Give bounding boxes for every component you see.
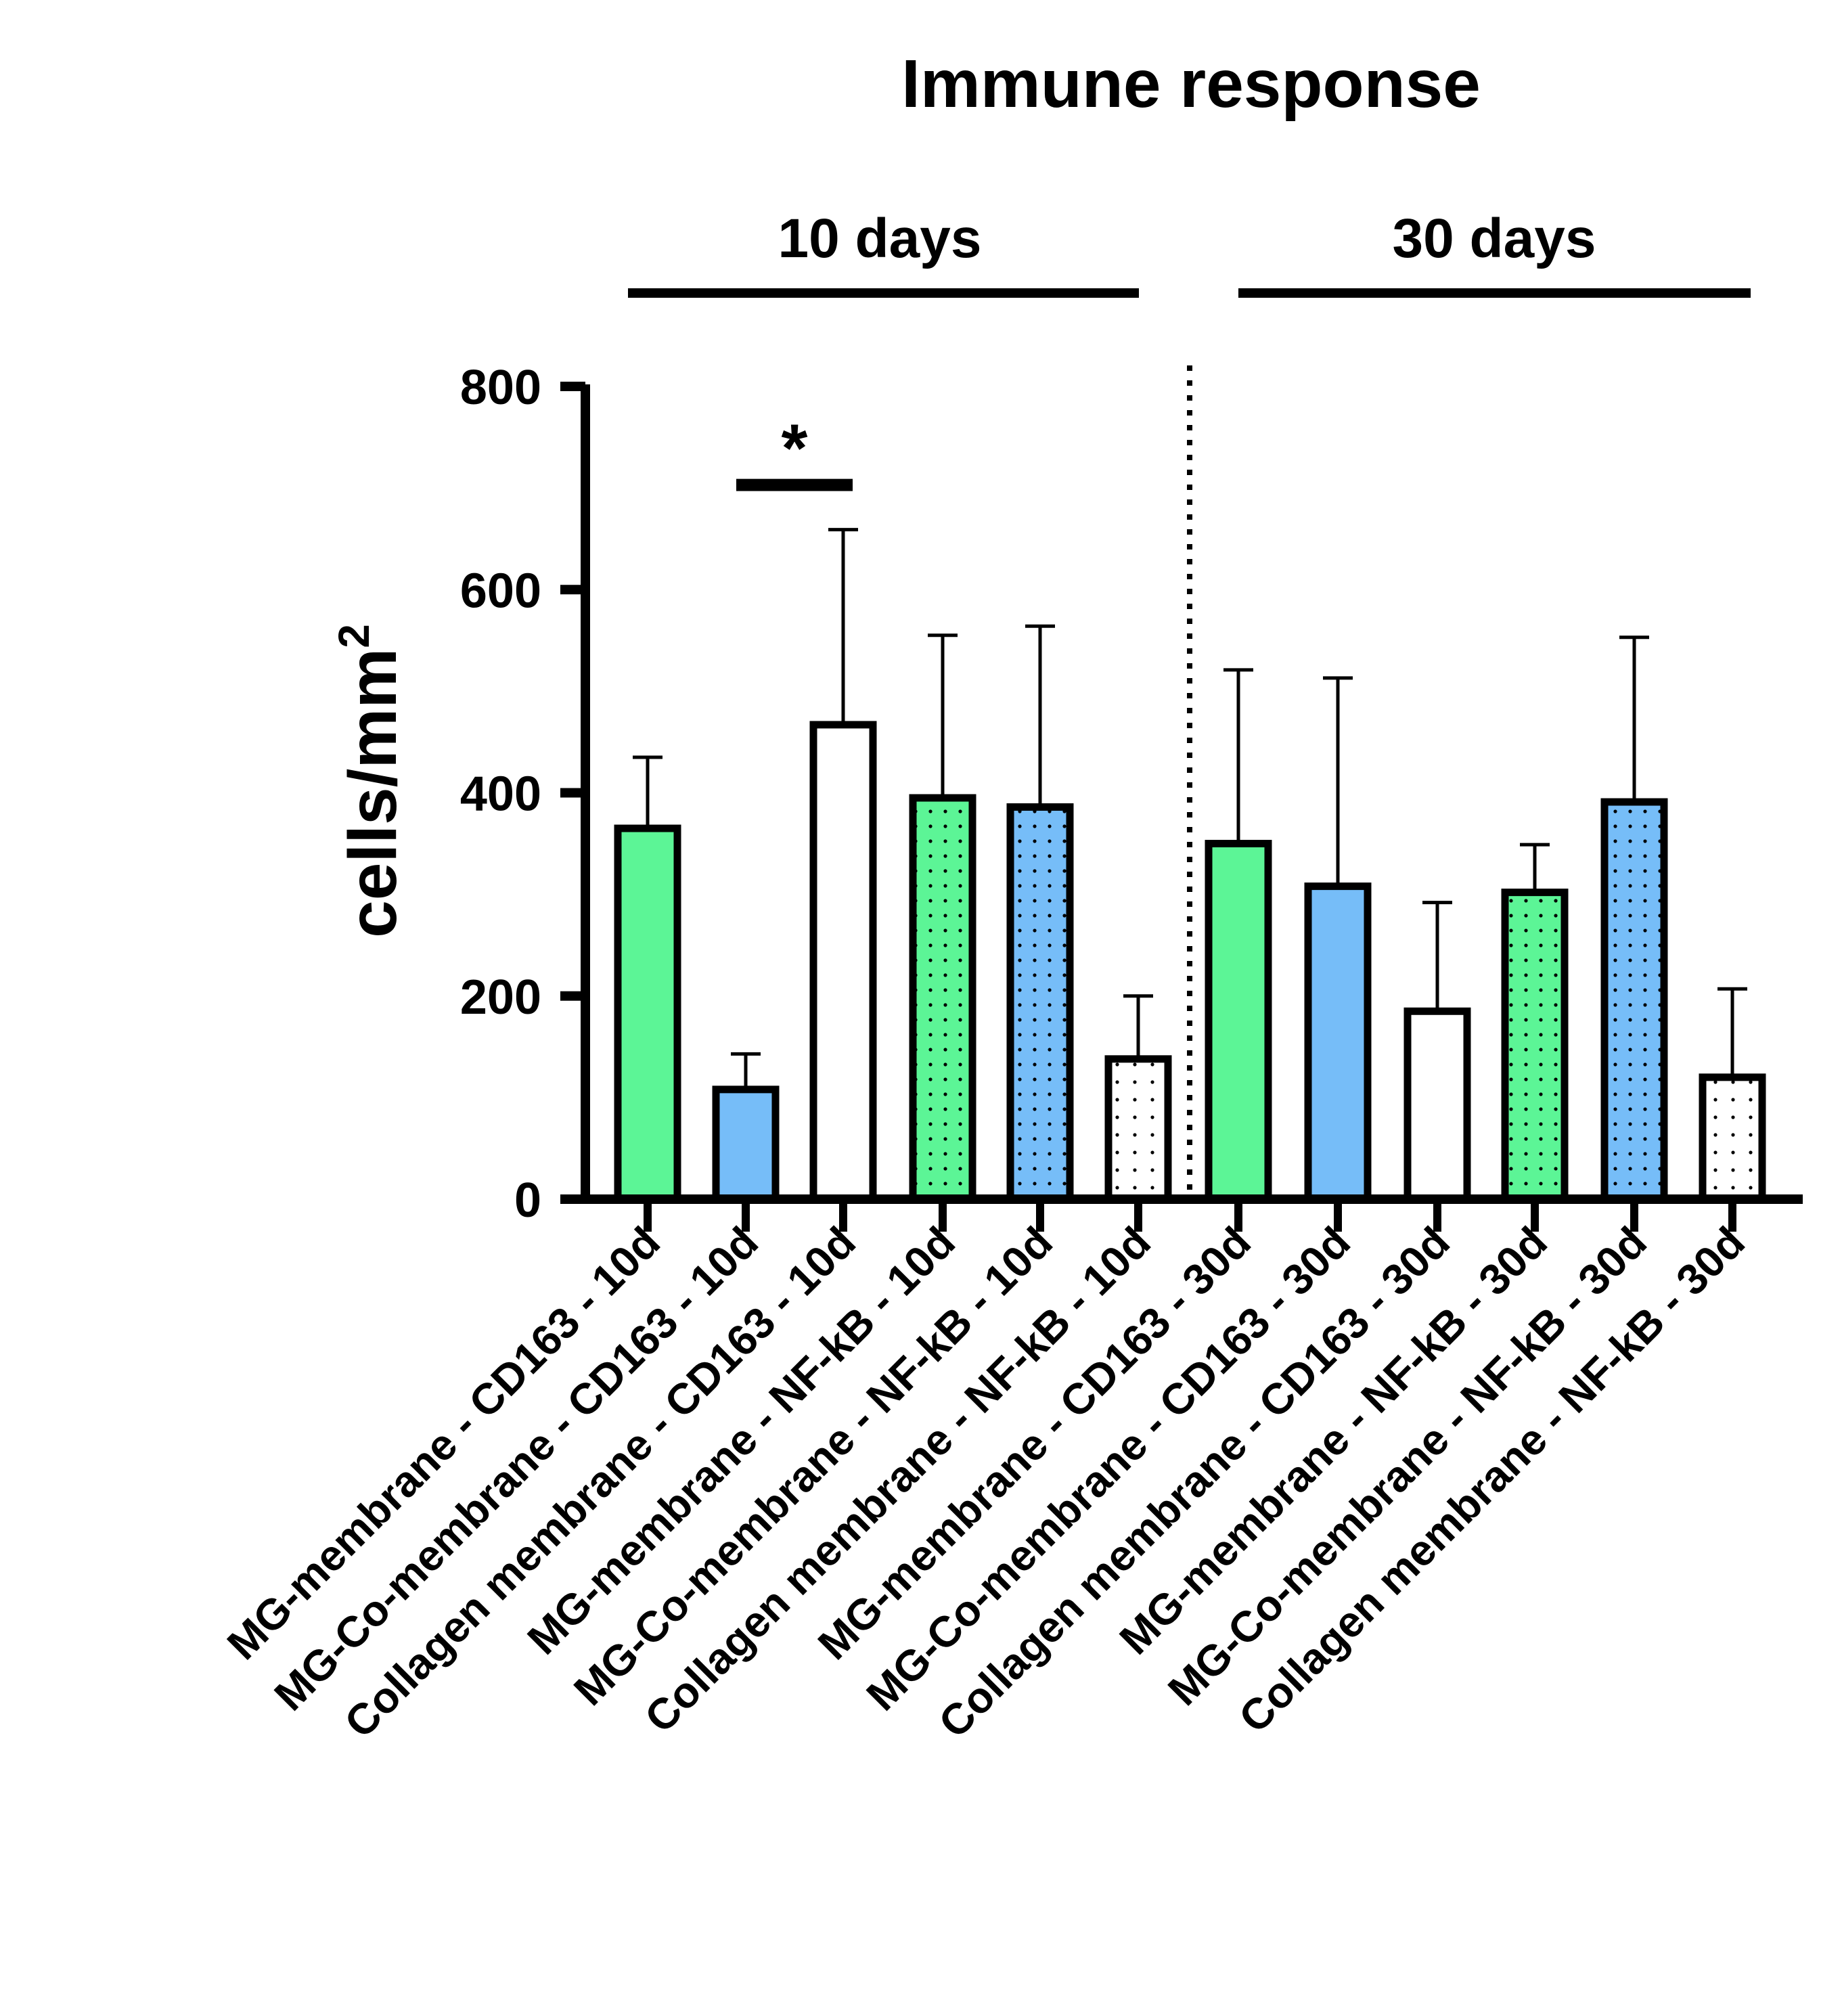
y-tick-label: 600 — [460, 564, 541, 618]
x-axis-category-labels: MG-membrane - CD163 - 10dMG-Co-membrane … — [218, 1217, 1754, 1747]
y-tick-label: 800 — [460, 361, 541, 415]
y-axis-label-superscript: 2 — [330, 624, 378, 648]
bar — [1501, 889, 1569, 1203]
group-label-text: 30 days — [1393, 208, 1596, 269]
bar — [1403, 1007, 1471, 1203]
y-axis-ticks: 0 200 400 600 800 — [460, 361, 585, 1228]
bar — [1699, 1073, 1766, 1203]
bar — [909, 794, 976, 1203]
significance-star: * — [782, 411, 808, 487]
group-label-text: 10 days — [778, 208, 982, 269]
significance-marker: * — [736, 411, 853, 491]
bars — [614, 528, 1766, 1232]
bar — [712, 1085, 780, 1203]
y-tick-label: 400 — [460, 767, 541, 822]
y-tick-label: 200 — [460, 970, 541, 1025]
y-axis-label: cells/mm2 — [330, 624, 411, 938]
bar — [1600, 798, 1668, 1203]
bar — [614, 824, 681, 1203]
bar — [809, 721, 877, 1203]
bar — [1104, 1055, 1172, 1203]
chart-title: Immune response — [901, 46, 1481, 122]
group-label-30-days: 30 days — [1238, 208, 1751, 298]
bar — [1006, 803, 1074, 1203]
bar — [1205, 840, 1272, 1203]
bar — [1304, 882, 1372, 1203]
y-axis-label-main: cells/mm — [335, 648, 411, 938]
y-tick-label: 0 — [514, 1173, 541, 1228]
group-label-10-days: 10 days — [628, 208, 1139, 298]
